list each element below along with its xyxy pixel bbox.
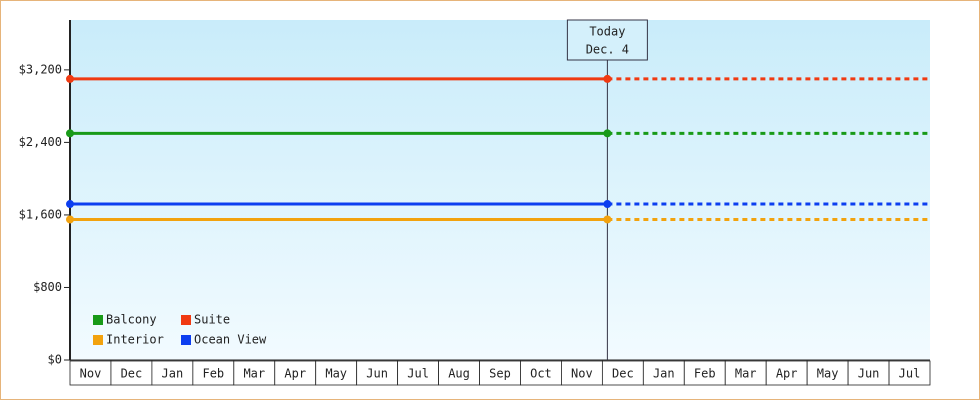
x-tick-box xyxy=(765,360,808,386)
y-tick-label: $0 xyxy=(48,353,62,367)
x-tick-label: Dec xyxy=(612,367,634,381)
x-tick-label: Apr xyxy=(284,367,306,381)
x-tick-label: May xyxy=(817,367,839,381)
x-tick-label: Dec xyxy=(121,367,143,381)
x-tick-label: Sep xyxy=(489,367,511,381)
x-tick-label: Feb xyxy=(202,367,224,381)
x-tick-box xyxy=(888,360,931,386)
legend-label: Interior xyxy=(106,333,164,347)
legend-label: Suite xyxy=(194,313,230,327)
legend-label: Ocean View xyxy=(194,333,267,347)
x-tick-label: Oct xyxy=(530,367,552,381)
y-tick-label: $2,400 xyxy=(19,135,62,149)
series-point xyxy=(66,129,74,138)
series-point xyxy=(66,215,74,224)
x-tick-label: Nov xyxy=(571,367,593,381)
x-tick-label: Aug xyxy=(448,367,470,381)
x-tick-label: Jul xyxy=(407,367,429,381)
x-tick-label: Apr xyxy=(776,367,798,381)
today-label: Dec. 4 xyxy=(586,43,629,57)
y-tick-label: $3,200 xyxy=(19,62,62,76)
x-tick-box xyxy=(438,360,480,386)
series-point xyxy=(603,129,612,138)
series-point xyxy=(66,200,74,209)
series-point xyxy=(603,74,612,83)
x-tick-label: Jun xyxy=(366,367,388,381)
x-tick-label: May xyxy=(325,367,347,381)
x-tick-box xyxy=(561,360,603,386)
x-tick-label: Jan xyxy=(653,367,675,381)
x-tick-box xyxy=(847,360,890,386)
x-tick-box xyxy=(151,360,194,386)
x-tick-box xyxy=(520,360,562,386)
y-tick-label: $1,600 xyxy=(19,207,62,221)
legend-swatch xyxy=(93,335,103,345)
legend-swatch xyxy=(181,335,191,345)
legend-swatch xyxy=(181,315,191,325)
x-tick-label: Mar xyxy=(243,367,265,381)
series-point xyxy=(603,200,612,209)
x-tick-label: Nov xyxy=(80,367,102,381)
x-tick-box xyxy=(356,360,399,386)
y-tick-label: $800 xyxy=(33,280,62,294)
x-tick-label: Feb xyxy=(694,367,716,381)
x-tick-box xyxy=(69,360,112,386)
series-point xyxy=(603,215,612,224)
x-tick-label: Jul xyxy=(899,367,921,381)
x-tick-box xyxy=(110,360,153,386)
today-label: Today xyxy=(589,25,625,39)
x-tick-box xyxy=(192,360,235,386)
legend-label: Balcony xyxy=(106,313,157,327)
x-tick-box xyxy=(683,360,726,386)
x-tick-label: Mar xyxy=(735,367,757,381)
today-box xyxy=(566,19,648,61)
x-tick-box xyxy=(233,360,276,386)
x-tick-box xyxy=(806,360,849,386)
x-tick-label: Jun xyxy=(858,367,880,381)
series-point xyxy=(66,74,74,83)
x-tick-label: Jan xyxy=(162,367,184,381)
x-tick-box xyxy=(642,360,685,386)
plot-area xyxy=(70,20,930,360)
legend-swatch xyxy=(93,315,103,325)
